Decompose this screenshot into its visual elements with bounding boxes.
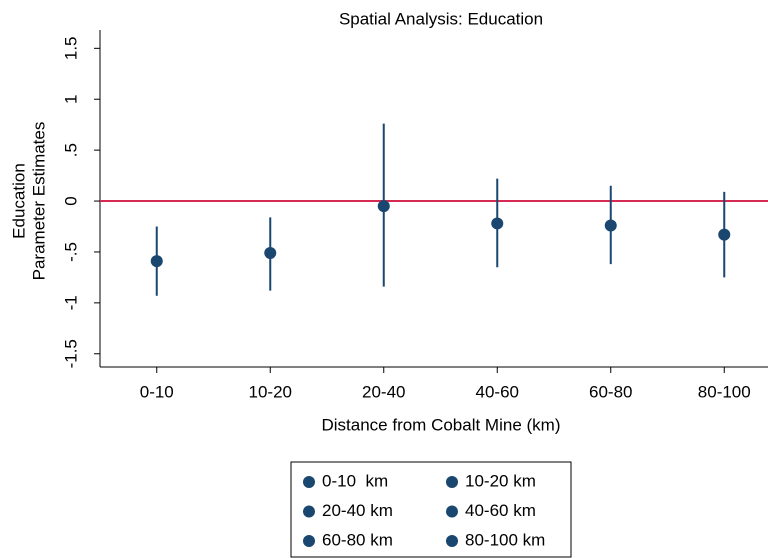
y-tick-label: .5 xyxy=(61,143,80,157)
point xyxy=(150,255,163,268)
legend-box xyxy=(290,461,572,558)
chart-title: Spatial Analysis: Education xyxy=(339,9,543,28)
x-tick-label: 80-100 xyxy=(698,382,751,401)
y-tick-label: -.5 xyxy=(61,242,80,262)
point xyxy=(377,200,390,213)
legend-marker xyxy=(303,505,315,518)
legend-marker xyxy=(303,535,315,547)
y-tick-label: -1 xyxy=(61,295,80,310)
legend-label: 60-80 km xyxy=(322,530,393,549)
point xyxy=(718,228,731,241)
x-tick-label: 60-80 xyxy=(589,382,632,401)
y-tick-label: 1 xyxy=(61,94,80,103)
x-tick-label: 0-10 xyxy=(140,382,174,401)
y-axis-label: Education xyxy=(9,163,28,239)
y-axis-label: Parameter Estimates xyxy=(29,122,48,281)
legend-label: 10-20 km xyxy=(465,471,536,490)
y-tick-label: -1.5 xyxy=(61,339,80,368)
point xyxy=(491,217,504,230)
y-tick-label: 0 xyxy=(61,196,80,205)
legend-marker xyxy=(303,476,315,488)
legend-label: 0-10 km xyxy=(322,471,388,490)
legend-marker xyxy=(446,535,458,547)
point xyxy=(264,246,277,259)
legend-marker xyxy=(446,476,458,488)
point xyxy=(604,219,617,232)
legend-label: 80-100 km xyxy=(465,530,545,549)
x-tick-label: 20-40 xyxy=(362,382,405,401)
y-tick-label: 1.5 xyxy=(61,37,80,61)
legend-marker xyxy=(446,505,458,518)
legend-label: 40-60 km xyxy=(465,501,536,520)
x-tick-label: 40-60 xyxy=(476,382,519,401)
x-tick-label: 10-20 xyxy=(249,382,292,401)
legend-label: 20-40 km xyxy=(322,501,393,520)
x-axis-label: Distance from Cobalt Mine (km) xyxy=(321,415,560,434)
